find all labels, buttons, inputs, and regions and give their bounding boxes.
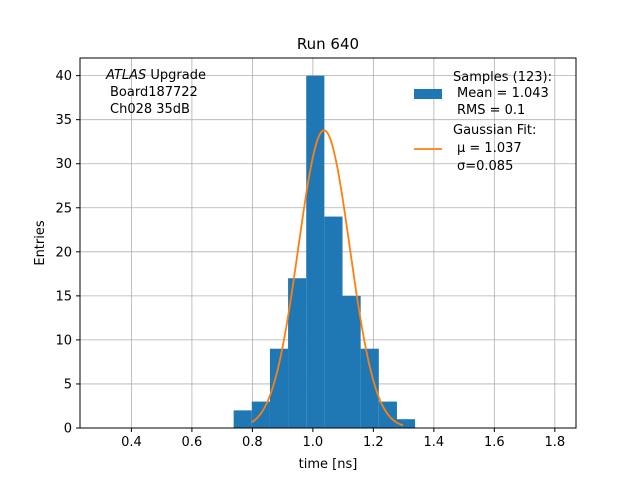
y-tick-label: 20 bbox=[55, 245, 72, 260]
x-tick-label: 1.2 bbox=[363, 435, 384, 450]
legend-histogram-mean: Mean = 1.043 bbox=[457, 86, 549, 101]
legend: Samples (123): Mean = 1.043 RMS = 0.1 Ga… bbox=[414, 70, 552, 174]
x-tick-label: 1.0 bbox=[303, 435, 324, 450]
y-tick-label: 0 bbox=[64, 422, 72, 437]
x-tick-label: 0.8 bbox=[242, 435, 263, 450]
x-tick-label: 1.6 bbox=[484, 435, 505, 450]
y-tick-label: 10 bbox=[55, 333, 72, 348]
histogram-bar bbox=[342, 295, 361, 428]
x-tick-label: 0.6 bbox=[182, 435, 203, 450]
legend-swatch-histogram bbox=[414, 89, 442, 99]
x-tick-label: 1.8 bbox=[544, 435, 565, 450]
histogram-bar bbox=[396, 419, 416, 428]
chart-title: Run 640 bbox=[297, 35, 359, 53]
legend-histogram-name: Samples (123): bbox=[453, 70, 552, 85]
histogram-bar bbox=[324, 216, 343, 428]
atlas-annotation: ATLAS Upgrade Board187722 Ch028 35dB bbox=[105, 68, 206, 117]
gaussian-fit-curve bbox=[251, 129, 404, 427]
histogram-bar bbox=[269, 348, 289, 428]
y-tick-label: 25 bbox=[55, 201, 72, 216]
y-axis-ticks: 0 5 10 15 20 25 30 35 40 bbox=[55, 69, 80, 437]
histogram-bar bbox=[360, 348, 379, 428]
histogram-bar bbox=[306, 75, 325, 428]
y-tick-label: 15 bbox=[55, 289, 72, 304]
y-tick-label: 40 bbox=[55, 69, 72, 84]
legend-histogram-rms: RMS = 0.1 bbox=[457, 103, 525, 118]
annotation-line-2: Board187722 bbox=[110, 85, 198, 100]
plot-frame bbox=[79, 57, 577, 429]
annotation-line-3: Ch028 35dB bbox=[110, 102, 190, 117]
x-tick-label: 0.4 bbox=[121, 435, 142, 450]
legend-fit-name: Gaussian Fit: bbox=[453, 123, 536, 138]
y-tick-label: 30 bbox=[55, 157, 72, 172]
histogram-bar bbox=[233, 410, 252, 428]
x-axis-ticks: 0.4 0.6 0.8 1.0 1.2 1.4 1.6 1.8 bbox=[121, 428, 565, 450]
annotation-line-1: ATLAS Upgrade bbox=[105, 68, 206, 83]
y-tick-label: 35 bbox=[55, 113, 72, 128]
histogram-bar bbox=[288, 278, 307, 428]
legend-fit-mu: μ = 1.037 bbox=[457, 141, 522, 156]
y-axis-label: Entries bbox=[33, 220, 48, 266]
legend-fit-sigma: σ=0.085 bbox=[457, 159, 513, 174]
x-tick-label: 1.4 bbox=[424, 435, 445, 450]
y-tick-label: 5 bbox=[64, 377, 72, 392]
x-axis-label: time [ns] bbox=[299, 457, 358, 472]
